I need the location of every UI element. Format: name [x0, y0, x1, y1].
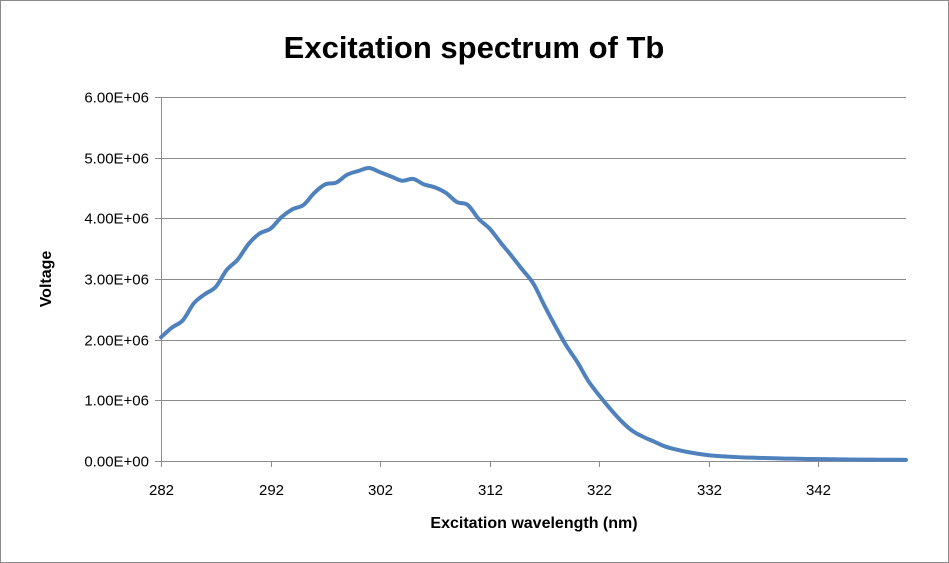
x-tick-label: 312 [478, 482, 503, 499]
series-line [159, 165, 908, 462]
y-axis-label: Voltage [38, 251, 55, 308]
y-tick-label: 4.00E+06 [84, 211, 149, 228]
x-tick-labels: 282 292 302 312 322 332 342 [149, 482, 831, 499]
chart-title: Excitation spectrum of Tb [284, 30, 665, 65]
x-tick-label: 302 [368, 482, 393, 499]
y-tick-labels: 0.00E+00 1.00E+06 2.00E+06 3.00E+06 4.00E+06… [84, 90, 149, 471]
y-tick-label: 5.00E+06 [84, 151, 149, 168]
series-layer [159, 165, 908, 462]
x-tick-label: 292 [259, 482, 284, 499]
x-tick-label: 322 [587, 482, 612, 499]
y-tick-label: 1.00E+06 [84, 393, 149, 410]
x-tick-label: 282 [149, 482, 174, 499]
axes [155, 97, 906, 467]
x-axis-label: Excitation wavelength (nm) [430, 515, 637, 532]
y-tick-label: 6.00E+06 [84, 90, 149, 107]
x-tick-label: 332 [697, 482, 722, 499]
y-tick-label: 2.00E+06 [84, 333, 149, 350]
y-tick-label: 3.00E+06 [84, 272, 149, 289]
x-tick-label: 342 [806, 482, 831, 499]
y-tick-label: 0.00E+00 [84, 454, 149, 471]
gridlines [161, 97, 906, 401]
